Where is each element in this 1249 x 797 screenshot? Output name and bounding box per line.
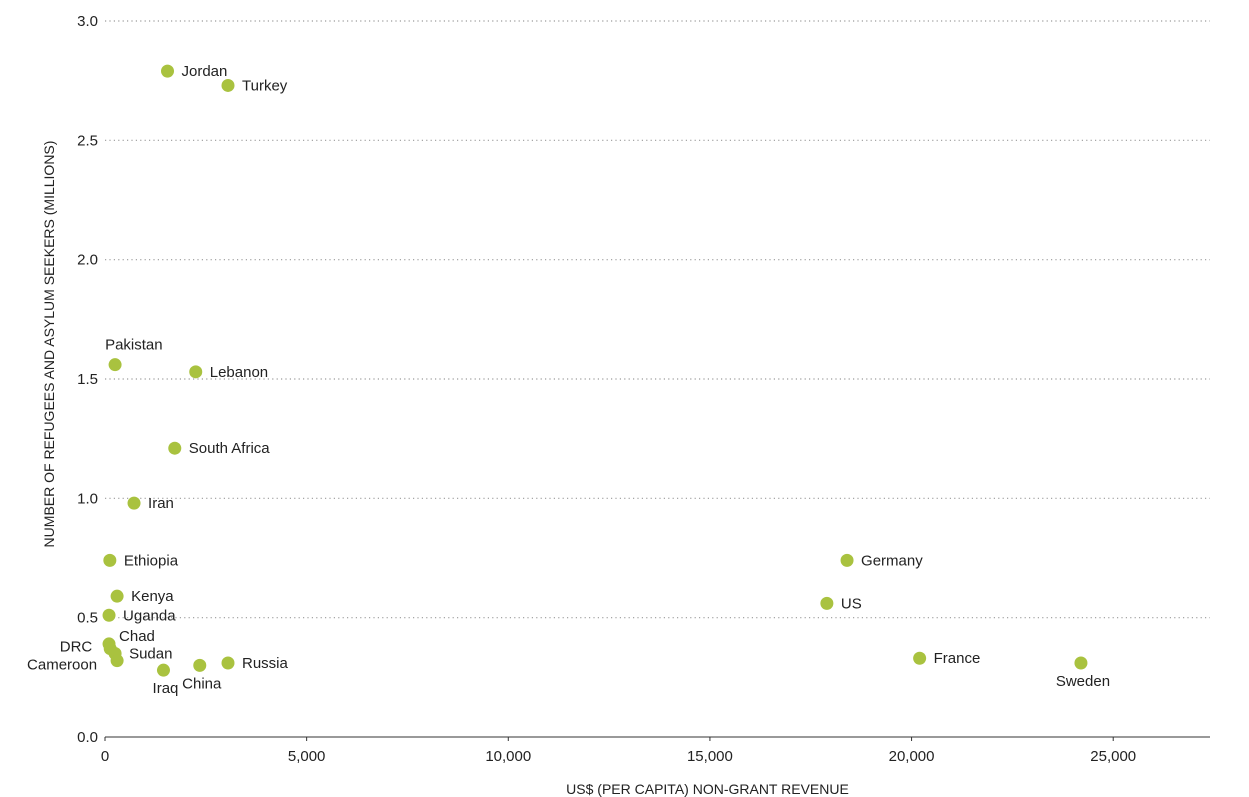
y-axis-title: NUMBER OF REFUGEES AND ASYLUM SEEKERS (M… bbox=[41, 141, 57, 548]
data-label-drc: DRC bbox=[60, 639, 93, 656]
data-point-jordan bbox=[161, 64, 175, 78]
data-label-south-africa: South Africa bbox=[189, 440, 271, 457]
data-label-ethiopia: Ethiopia bbox=[124, 552, 179, 569]
data-label-us: US bbox=[841, 595, 862, 612]
data-label-china: China bbox=[182, 675, 222, 692]
x-tick-label: 10,000 bbox=[485, 748, 531, 765]
data-label-turkey: Turkey bbox=[242, 77, 288, 94]
data-point-china bbox=[193, 658, 207, 672]
data-label-sudan: Sudan bbox=[129, 645, 172, 662]
data-point-lebanon bbox=[189, 365, 203, 379]
y-tick-label: 2.0 bbox=[77, 252, 98, 269]
data-point-kenya bbox=[110, 589, 124, 603]
y-tick-label: 1.0 bbox=[77, 490, 98, 507]
data-point-russia bbox=[221, 656, 235, 670]
y-tick-label: 0.0 bbox=[77, 729, 98, 746]
data-point-iraq bbox=[156, 663, 170, 677]
data-point-labels: Jordan Turkey Pakistan Lebanon South Africa I… bbox=[27, 63, 1110, 697]
data-point-us bbox=[820, 596, 834, 610]
data-label-russia: Russia bbox=[242, 655, 289, 672]
data-label-uganda: Uganda bbox=[123, 607, 176, 624]
data-label-pakistan: Pakistan bbox=[105, 337, 163, 354]
data-label-germany: Germany bbox=[861, 552, 923, 569]
data-point-uganda bbox=[102, 608, 116, 622]
data-point-france bbox=[913, 651, 927, 665]
grid-lines bbox=[105, 20, 1210, 619]
x-tick-label: 5,000 bbox=[288, 748, 326, 765]
data-label-france: France bbox=[934, 650, 981, 667]
data-label-iraq: Iraq bbox=[153, 680, 179, 697]
data-label-cameroon: Cameroon bbox=[27, 657, 97, 674]
data-label-iran: Iran bbox=[148, 495, 174, 512]
y-tick-label: 3.0 bbox=[77, 13, 98, 30]
data-point-pakistan bbox=[108, 358, 122, 372]
data-point-cameroon bbox=[110, 654, 124, 668]
x-tick-label: 15,000 bbox=[687, 748, 733, 765]
data-point-germany bbox=[840, 553, 854, 567]
x-tick-label: 25,000 bbox=[1090, 748, 1136, 765]
data-point-turkey bbox=[221, 78, 235, 92]
data-label-jordan: Jordan bbox=[182, 63, 228, 80]
data-point-sweden bbox=[1074, 656, 1088, 670]
y-tick-label: 0.5 bbox=[77, 610, 98, 627]
y-tick-label: 2.5 bbox=[77, 132, 98, 149]
data-points bbox=[102, 64, 1088, 677]
data-label-sweden: Sweden bbox=[1056, 673, 1110, 690]
y-tick-labels: 0.0 0.5 1.0 1.5 2.0 2.5 3.0 bbox=[77, 13, 98, 746]
x-tick-label: 0 bbox=[101, 748, 109, 765]
y-tick-label: 1.5 bbox=[77, 371, 98, 388]
x-tick-label: 20,000 bbox=[889, 748, 935, 765]
data-label-kenya: Kenya bbox=[131, 588, 174, 605]
data-point-south-africa bbox=[168, 441, 182, 455]
data-point-ethiopia bbox=[103, 553, 117, 567]
data-point-iran bbox=[127, 496, 141, 510]
x-axis-title: US$ (PER CAPITA) NON-GRANT REVENUE bbox=[566, 781, 849, 797]
data-label-lebanon: Lebanon bbox=[210, 364, 268, 381]
data-label-chad: Chad bbox=[119, 628, 155, 645]
x-tick-labels: 0 5,000 10,000 15,000 20,000 25,000 bbox=[101, 737, 1136, 765]
